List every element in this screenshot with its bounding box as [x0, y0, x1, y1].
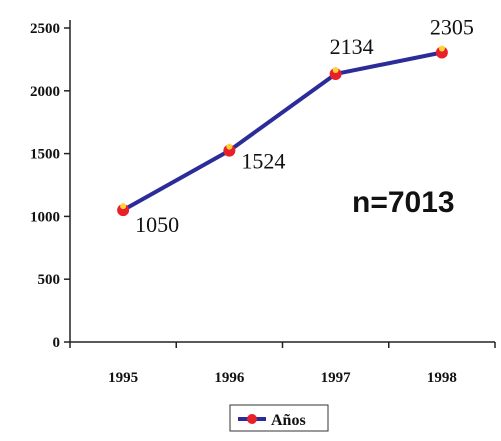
legend-label: Años	[271, 412, 306, 429]
series-layer	[117, 45, 448, 217]
data-point	[435, 46, 448, 59]
data-label: 2134	[330, 34, 374, 59]
data-labels: 1050 1524 2134 2305	[135, 14, 474, 237]
data-label: 1524	[241, 149, 285, 174]
data-point-highlight	[332, 66, 339, 73]
y-tick-label: 500	[38, 272, 61, 288]
x-tick-label: 1997	[321, 370, 352, 386]
sample-size-annotation: n=7013	[352, 186, 455, 219]
x-tick-label: 1995	[108, 370, 138, 386]
data-point-highlight	[226, 143, 233, 150]
x-axis-ticks: 1995 1996 1997 1998	[69, 342, 496, 386]
y-tick-label: 2500	[30, 21, 60, 37]
y-tick-label: 1500	[30, 147, 60, 163]
chart-axes	[69, 20, 495, 343]
data-point-highlight	[120, 203, 127, 210]
series-line	[122, 50, 443, 212]
y-tick-label: 2000	[30, 84, 60, 100]
x-tick-label: 1996	[214, 370, 245, 386]
data-label: 2305	[430, 14, 474, 39]
y-tick-label: 0	[53, 335, 61, 351]
data-point	[117, 204, 130, 217]
y-tick-label: 1000	[30, 209, 60, 225]
data-point	[329, 67, 342, 80]
data-label: 1050	[135, 212, 179, 237]
y-axis-ticks: 0 500 1000 1500 2000 2500	[30, 21, 70, 351]
x-tick-label: 1998	[427, 370, 457, 386]
data-point-highlight	[438, 45, 445, 52]
legend: Años	[229, 404, 329, 432]
legend-marker-swatch	[247, 414, 257, 424]
data-point	[223, 144, 236, 157]
